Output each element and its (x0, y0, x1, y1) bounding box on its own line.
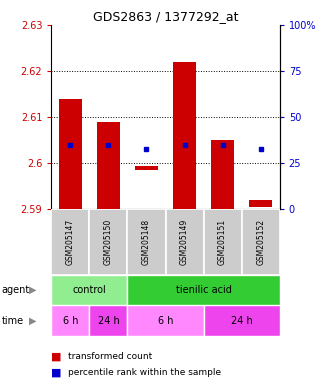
Bar (204, 209, 242, 275)
Bar (173, 62, 196, 209)
Text: 6 h: 6 h (158, 316, 173, 326)
Text: GSM205149: GSM205149 (180, 219, 189, 265)
Text: time: time (2, 316, 24, 326)
Bar (51, 305, 89, 336)
Bar (97, 122, 120, 209)
Bar (51, 209, 89, 275)
Bar (127, 209, 166, 275)
Text: 24 h: 24 h (98, 316, 119, 326)
Bar (242, 209, 280, 275)
Text: GSM205150: GSM205150 (104, 219, 113, 265)
Text: GSM205151: GSM205151 (218, 219, 227, 265)
Text: ▶: ▶ (29, 285, 37, 295)
Bar (89, 209, 127, 275)
Text: ■: ■ (51, 351, 62, 361)
Text: 24 h: 24 h (231, 316, 253, 326)
Text: tienilic acid: tienilic acid (176, 285, 231, 295)
Text: GDS2863 / 1377292_at: GDS2863 / 1377292_at (93, 10, 238, 23)
Bar (211, 140, 234, 209)
Bar (204, 305, 280, 336)
Text: agent: agent (2, 285, 30, 295)
Text: ■: ■ (51, 367, 62, 377)
Bar (127, 305, 204, 336)
Bar (135, 166, 158, 170)
Text: GSM205148: GSM205148 (142, 219, 151, 265)
Text: GSM205147: GSM205147 (66, 219, 75, 265)
Bar (51, 275, 127, 305)
Bar (59, 99, 82, 209)
Text: transformed count: transformed count (68, 352, 152, 361)
Text: 6 h: 6 h (63, 316, 78, 326)
Text: GSM205152: GSM205152 (256, 219, 265, 265)
Text: percentile rank within the sample: percentile rank within the sample (68, 368, 221, 377)
Text: control: control (72, 285, 106, 295)
Bar (166, 209, 204, 275)
Text: ▶: ▶ (29, 316, 37, 326)
Bar (89, 305, 127, 336)
Bar (127, 275, 280, 305)
Bar (249, 200, 272, 207)
